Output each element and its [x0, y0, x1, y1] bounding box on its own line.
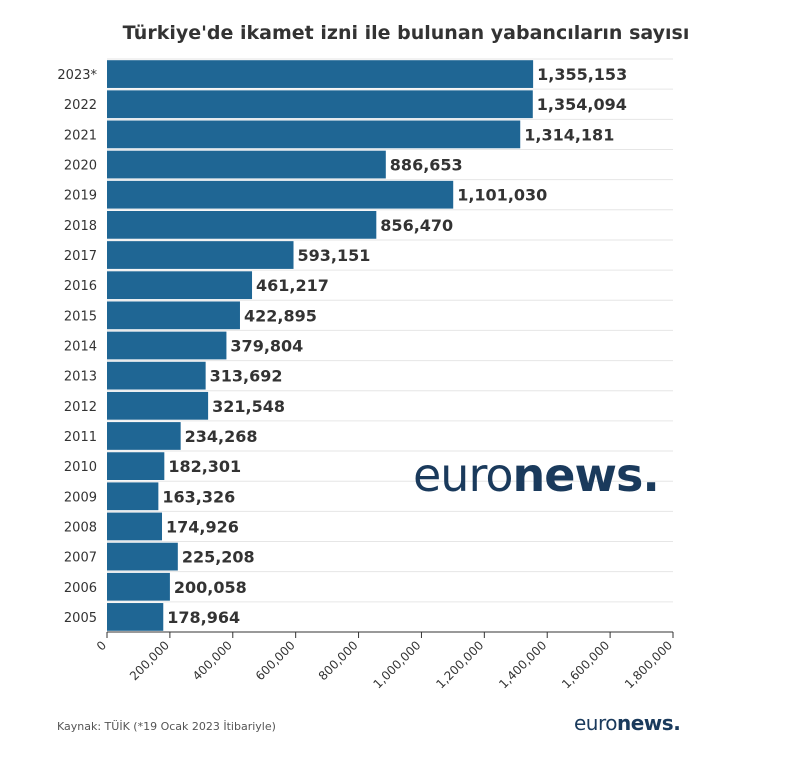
- category-label: 2015: [64, 309, 97, 324]
- bar: [107, 210, 377, 239]
- euronews-logo-watermark: euronews.: [413, 448, 660, 502]
- data-label: 1,314,181: [524, 125, 614, 144]
- tick-label: 1,000,000: [370, 638, 423, 691]
- data-label: 174,926: [166, 517, 239, 536]
- bar: [107, 180, 454, 209]
- bar: [107, 422, 181, 450]
- data-label: 1,355,153: [537, 65, 627, 84]
- category-label: 2017: [64, 249, 97, 264]
- bar: [107, 512, 163, 541]
- category-label: 2014: [64, 340, 97, 355]
- data-label: 178,964: [167, 608, 240, 627]
- data-label: 313,692: [210, 367, 283, 386]
- data-label: 1,101,030: [457, 186, 547, 205]
- data-label: 234,268: [185, 427, 258, 446]
- bar: [107, 542, 178, 571]
- data-label: 422,895: [244, 306, 317, 325]
- data-label: 182,301: [168, 457, 241, 476]
- data-label: 200,058: [174, 578, 247, 597]
- category-label: 2010: [64, 460, 97, 475]
- bar: [107, 361, 206, 390]
- data-label: 461,217: [256, 276, 329, 295]
- data-label: 225,208: [182, 548, 255, 567]
- category-label: 2006: [64, 581, 97, 596]
- category-label: 2012: [64, 400, 97, 415]
- category-label: 2008: [64, 520, 97, 535]
- category-label: 2013: [64, 370, 97, 385]
- category-label: 2022: [64, 98, 97, 113]
- category-label: 2011: [64, 430, 97, 445]
- bar: [107, 90, 533, 119]
- category-label: 2007: [64, 551, 97, 566]
- data-label: 321,548: [212, 397, 285, 416]
- data-label: 1,354,094: [537, 95, 627, 114]
- tick-label: 800,000: [316, 638, 361, 683]
- chart-title: Türkiye'de ikamet izni ile bulunan yaban…: [122, 22, 690, 44]
- bar: [107, 120, 521, 149]
- bar: [107, 572, 170, 601]
- data-label: 593,151: [298, 246, 371, 265]
- bar: [107, 301, 240, 330]
- category-label: 2018: [64, 219, 97, 234]
- data-label: 163,326: [162, 487, 235, 506]
- tick-label: 600,000: [253, 638, 298, 683]
- category-label: 2019: [64, 189, 97, 204]
- tick-label: 1,200,000: [433, 638, 486, 691]
- euronews-logo: euronews.: [574, 711, 681, 735]
- bar: [107, 241, 294, 269]
- tick-label: 0: [94, 638, 109, 653]
- bar: [107, 603, 164, 631]
- category-label: 2023*: [57, 68, 97, 83]
- data-label: 379,804: [230, 337, 303, 356]
- category-label: 2016: [64, 279, 97, 294]
- value-labels: 1,355,153 1,354,094 1,314,181 886,653 1,101,…: [162, 65, 627, 627]
- bars: [107, 60, 534, 631]
- bar: [107, 331, 227, 360]
- bar: [107, 452, 165, 481]
- tick-label: 1,600,000: [559, 638, 612, 691]
- category-label: 2020: [64, 159, 97, 174]
- bar: [107, 150, 386, 179]
- category-label: 2009: [64, 490, 97, 505]
- bar: [107, 271, 253, 300]
- x-axis-ticks: 0 200,000 400,000 600,000 800,000 1,000,000 1,…: [94, 632, 675, 691]
- bar: [107, 60, 534, 88]
- category-label: 2005: [64, 611, 97, 626]
- data-label: 886,653: [390, 156, 463, 175]
- bar: [107, 482, 159, 511]
- source-note: Kaynak: TÜİK (*19 Ocak 2023 İtibariyle): [57, 720, 276, 733]
- data-label: 856,470: [380, 216, 453, 235]
- tick-label: 1,400,000: [496, 638, 549, 691]
- category-labels: 2023* 2022 2021 2020 2019 2018 2017 2016 2015 201…: [57, 68, 97, 626]
- category-label: 2021: [64, 128, 97, 143]
- gridlines: [107, 58, 673, 633]
- tick-label: 400,000: [190, 638, 235, 683]
- tick-label: 1,800,000: [622, 638, 675, 691]
- tick-label: 200,000: [127, 638, 172, 683]
- bar: [107, 391, 209, 420]
